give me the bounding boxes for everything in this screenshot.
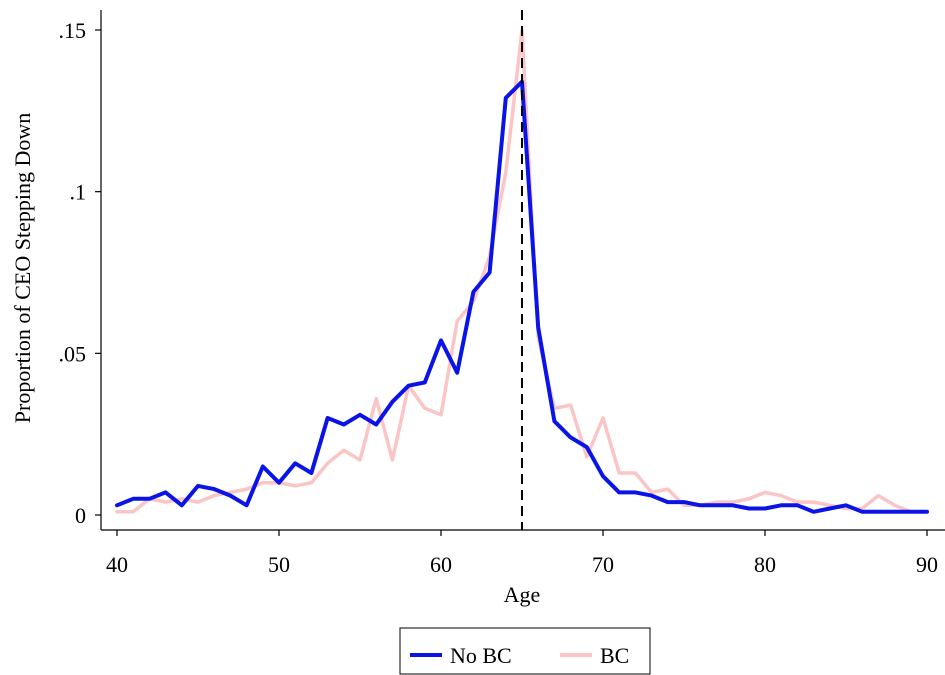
x-ticks: 40 50 60 70 80 90 (106, 530, 938, 577)
y-axis-label: Proportion of CEO Stepping Down (10, 113, 35, 423)
y-tick-label: 0 (75, 503, 86, 528)
legend-label-bc: BC (600, 643, 629, 668)
y-ticks: 0 .05 .1 .15 (59, 18, 101, 528)
x-axis-label: Age (504, 582, 541, 607)
y-tick-label: .1 (70, 180, 87, 205)
legend-box (399, 627, 651, 675)
x-tick-label: 90 (916, 552, 938, 577)
x-tick-label: 50 (268, 552, 290, 577)
y-tick-label: .15 (59, 18, 87, 43)
legend-label-no-bc: No BC (450, 643, 512, 668)
x-tick-label: 80 (754, 552, 776, 577)
x-tick-label: 60 (430, 552, 452, 577)
y-tick-label: .05 (59, 341, 87, 366)
x-tick-label: 70 (592, 552, 614, 577)
plot-area: 0 .05 .1 .15 40 50 60 70 80 90 (59, 10, 945, 577)
x-tick-label: 40 (106, 552, 128, 577)
legend: No BC BC (399, 627, 651, 675)
